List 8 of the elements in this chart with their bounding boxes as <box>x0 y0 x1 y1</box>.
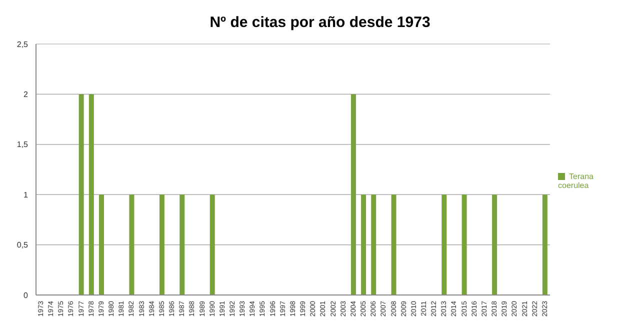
y-tick-label: 1,5 <box>16 140 29 150</box>
y-tick-label: 2,5 <box>16 40 29 49</box>
y-tick-label: 1 <box>24 190 29 200</box>
legend-label: Terana coerulea <box>558 172 594 190</box>
y-tick-label: 0 <box>24 290 29 300</box>
y-tick-label: 2 <box>24 90 29 100</box>
y-tick-label: 0,5 <box>16 240 29 250</box>
chart-title: Nº de citas por año desde 1973 <box>208 13 432 33</box>
